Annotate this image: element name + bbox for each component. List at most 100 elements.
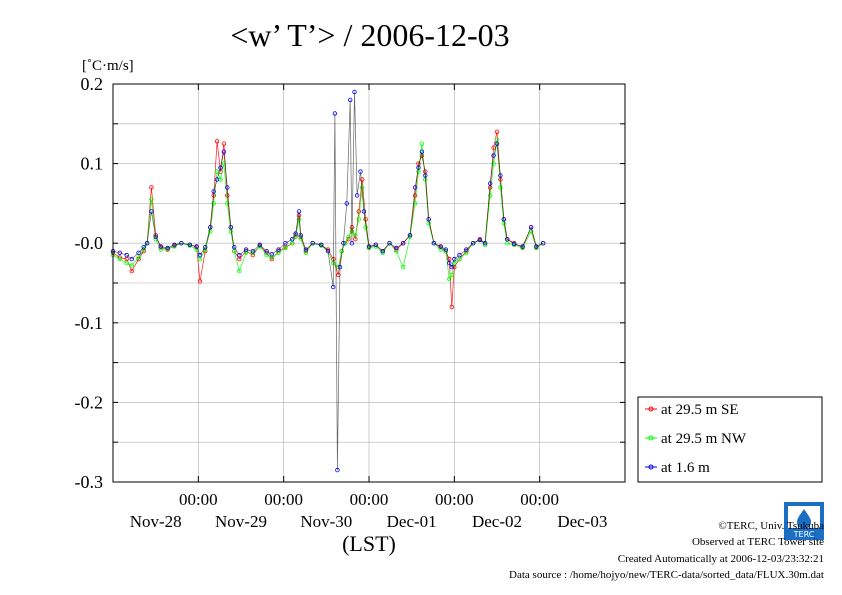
- data-point: [407, 232, 413, 238]
- data-point: [412, 193, 418, 198]
- y-unit-label: [˚C·m/s]: [82, 58, 134, 74]
- chart-title: <w’ T’> / 2006-12-03: [230, 17, 509, 53]
- data-point: [202, 244, 208, 250]
- data-point: [172, 242, 177, 247]
- y-tick-label: 0.2: [81, 74, 104, 94]
- data-point: [387, 240, 392, 246]
- data-point: [117, 250, 122, 255]
- data-point: [221, 161, 227, 166]
- data-point: [464, 250, 469, 255]
- data-point: [449, 264, 454, 270]
- data-point: [149, 209, 154, 214]
- data-point: [187, 242, 192, 247]
- legend-box: [637, 396, 823, 483]
- legend-item-nw: at 29.5 m NW: [645, 431, 747, 447]
- data-point: [394, 245, 399, 251]
- data-point: [354, 193, 360, 198]
- data-point: [293, 231, 298, 236]
- data-point: [296, 217, 302, 222]
- data-point: [491, 161, 496, 166]
- data-point: [337, 264, 343, 270]
- data-point: [331, 284, 336, 290]
- data-point: [237, 256, 242, 262]
- data-point: [348, 97, 353, 103]
- data-point: [332, 111, 338, 116]
- series-group: [110, 89, 546, 473]
- data-point: [447, 276, 452, 282]
- x-tick-time: 00:00: [264, 490, 303, 509]
- data-point: [356, 209, 361, 214]
- logo-text: TERC: [793, 530, 815, 539]
- data-point: [296, 209, 302, 214]
- data-point: [211, 201, 216, 206]
- data-point: [264, 248, 269, 254]
- data-point: [498, 173, 503, 178]
- data-point: [325, 248, 331, 254]
- series-line: [112, 91, 544, 471]
- data-point: [540, 240, 546, 246]
- x-tick-date: Nov-30: [300, 512, 352, 531]
- series-line: [112, 131, 544, 307]
- data-point: [501, 217, 506, 222]
- series-2: [110, 89, 546, 473]
- data-point: [124, 252, 129, 258]
- data-point: [452, 256, 457, 262]
- data-point: [283, 240, 288, 246]
- data-point: [449, 304, 454, 310]
- data-point: [310, 240, 315, 246]
- data-point: [136, 255, 141, 260]
- plot-frame: [112, 83, 626, 483]
- data-point: [243, 250, 249, 255]
- legend: at 29.5 m SE at 29.5 m NW at 1.6 m: [637, 396, 823, 483]
- y-tick-label: 0.1: [81, 154, 104, 174]
- data-point: [438, 244, 443, 249]
- legend-item-se: at 29.5 m SE: [645, 402, 739, 418]
- data-point: [214, 177, 220, 182]
- data-point: [276, 247, 281, 252]
- data-point: [431, 240, 437, 246]
- data-point: [158, 244, 163, 249]
- data-point: [394, 248, 399, 254]
- data-point: [303, 247, 309, 252]
- x-tick-time: 00:00: [350, 490, 389, 509]
- data-point: [214, 169, 220, 174]
- data-point: [269, 252, 274, 257]
- legend-marker-1-6m: [648, 464, 654, 470]
- data-point: [457, 252, 462, 258]
- data-point: [344, 201, 349, 206]
- legend-label-1-6m: at 1.6 m: [661, 460, 710, 476]
- data-point: [228, 225, 233, 230]
- y-tick-label: -0.1: [75, 313, 104, 333]
- data-point: [353, 232, 358, 238]
- data-point: [124, 260, 129, 266]
- data-point: [250, 248, 256, 254]
- footer-observed: Observed at TERC Tower site: [691, 536, 824, 548]
- footer-copyright: ©TERC, Univ. Tsukuba: [718, 520, 824, 532]
- data-point: [464, 247, 469, 252]
- data-point: [129, 268, 134, 274]
- data-point: [221, 149, 227, 154]
- y-tick-label: -0.3: [75, 472, 104, 492]
- x-tick-date: Dec-01: [387, 512, 437, 531]
- data-point: [303, 250, 309, 255]
- data-point: [225, 185, 230, 190]
- data-point: [457, 256, 462, 262]
- footer-source: Data source : /home/hojyo/new/TERC-data/…: [509, 569, 824, 581]
- data-point: [165, 245, 170, 251]
- data-point: [341, 240, 346, 246]
- data-point: [237, 268, 242, 274]
- data-point: [214, 139, 220, 144]
- legend-label-nw: at 29.5 m NW: [661, 431, 747, 447]
- data-point: [225, 193, 230, 198]
- data-point: [149, 197, 154, 202]
- data-point: [197, 256, 203, 262]
- data-point: [231, 244, 237, 250]
- data-point: [366, 244, 372, 249]
- data-point: [419, 149, 425, 154]
- data-point: [346, 234, 351, 239]
- series-0: [110, 129, 546, 310]
- data-point: [276, 250, 281, 255]
- data-point: [400, 264, 406, 270]
- data-point: [419, 141, 425, 146]
